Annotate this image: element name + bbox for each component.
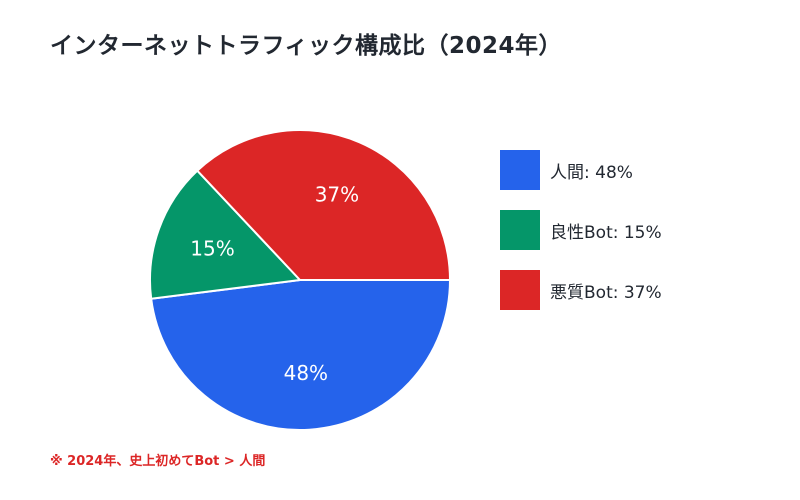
legend-swatch-bad-bot bbox=[500, 270, 540, 310]
legend-swatch-good-bot bbox=[500, 210, 540, 250]
legend-swatch-human bbox=[500, 150, 540, 190]
pie-slice-bad-bot bbox=[195, 129, 452, 281]
pie-label-bad-bot: 37% bbox=[315, 183, 359, 207]
footnote: ※ 2024年、史上初めてBot > 人間 bbox=[50, 454, 266, 469]
legend-label-good-bot: 良性Bot: 15% bbox=[550, 222, 662, 243]
pie-slice-human bbox=[150, 279, 452, 431]
legend-item-human: 人間: 48% bbox=[500, 150, 662, 190]
pie-slice-good-bot bbox=[149, 169, 303, 300]
legend-label-bad-bot: 悪質Bot: 37% bbox=[550, 282, 662, 303]
legend-label-human: 人間: 48% bbox=[550, 162, 633, 183]
legend: 人間: 48% 良性Bot: 15% 悪質Bot: 37% bbox=[500, 150, 662, 330]
legend-item-bad-bot: 悪質Bot: 37% bbox=[500, 270, 662, 310]
legend-item-good-bot: 良性Bot: 15% bbox=[500, 210, 662, 250]
chart-title: インターネットトラフィック構成比（2024年） bbox=[50, 33, 563, 59]
pie-label-good-bot: 15% bbox=[190, 236, 234, 260]
pie-label-human: 48% bbox=[284, 361, 328, 385]
